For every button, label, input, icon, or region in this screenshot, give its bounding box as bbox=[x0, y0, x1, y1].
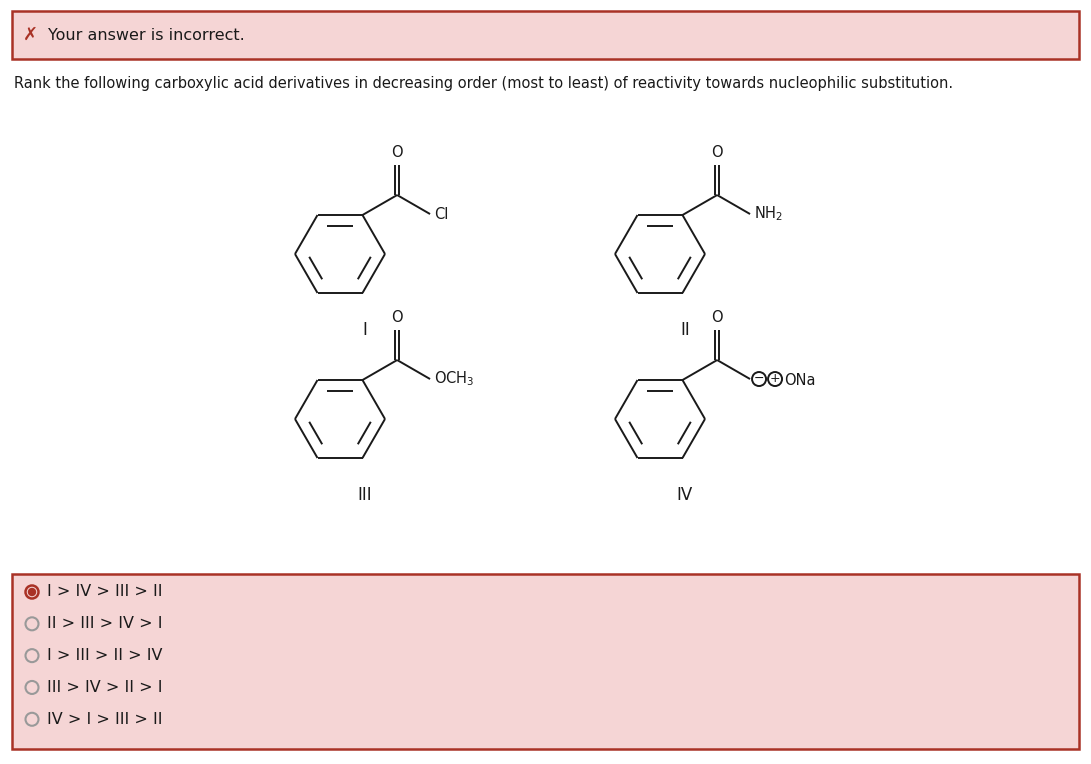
Text: ✗: ✗ bbox=[23, 26, 37, 44]
Text: IV > I > III > II: IV > I > III > II bbox=[47, 712, 163, 727]
Text: I > IV > III > II: I > IV > III > II bbox=[47, 584, 163, 600]
FancyBboxPatch shape bbox=[12, 574, 1079, 749]
Text: III: III bbox=[358, 486, 372, 504]
FancyBboxPatch shape bbox=[12, 11, 1079, 59]
Text: O: O bbox=[392, 310, 403, 325]
Text: I > III > II > IV: I > III > II > IV bbox=[47, 648, 163, 663]
Text: O: O bbox=[711, 310, 723, 325]
Text: III > IV > II > I: III > IV > II > I bbox=[47, 680, 163, 695]
Text: IV: IV bbox=[676, 486, 693, 504]
Text: II: II bbox=[680, 321, 690, 339]
Text: ONa: ONa bbox=[784, 373, 816, 387]
Text: Your answer is incorrect.: Your answer is incorrect. bbox=[48, 28, 244, 43]
Text: O: O bbox=[711, 145, 723, 160]
Text: +: + bbox=[770, 371, 780, 384]
Text: Cl: Cl bbox=[434, 206, 448, 222]
Circle shape bbox=[28, 588, 36, 595]
Text: O: O bbox=[392, 145, 403, 160]
Text: II > III > IV > I: II > III > IV > I bbox=[47, 617, 163, 631]
Text: OCH$_3$: OCH$_3$ bbox=[434, 370, 475, 388]
Text: −: − bbox=[754, 371, 765, 384]
Text: I: I bbox=[362, 321, 368, 339]
Text: NH$_2$: NH$_2$ bbox=[754, 205, 783, 223]
Text: Rank the following carboxylic acid derivatives in decreasing order (most to leas: Rank the following carboxylic acid deriv… bbox=[14, 76, 954, 91]
